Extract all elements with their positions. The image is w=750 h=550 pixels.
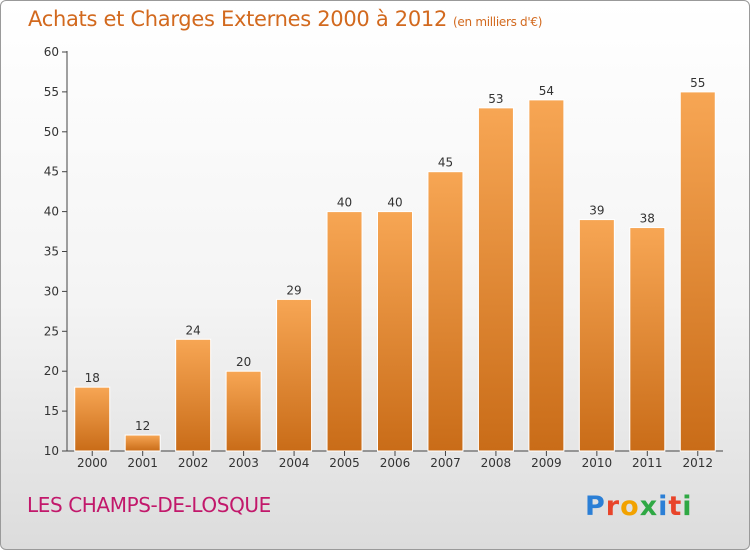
y-tick-label: 35 (44, 245, 59, 259)
proxiti-logo: Proxiti (585, 491, 693, 522)
x-tick-label: 2002 (178, 456, 209, 470)
y-tick-label: 50 (44, 125, 59, 139)
bar-2007 (427, 171, 464, 452)
bar-value-label: 40 (337, 196, 352, 210)
x-tick-label: 2003 (228, 456, 259, 470)
logo-letter: t (668, 491, 683, 522)
bar-value-label: 53 (488, 92, 503, 106)
x-tick-label: 2005 (329, 456, 360, 470)
bar-value-label: 18 (85, 371, 100, 385)
bar-2009 (528, 99, 565, 452)
bar-2000 (74, 386, 111, 452)
logo-letter: P (585, 491, 606, 522)
bar-2002 (175, 338, 212, 452)
bar-value-label: 12 (135, 419, 150, 433)
bar-2012 (679, 91, 716, 452)
logo-letter: i (682, 491, 693, 522)
bar-value-label: 45 (438, 156, 453, 170)
y-tick-label: 55 (44, 85, 59, 99)
y-tick-label: 20 (44, 364, 59, 378)
y-tick-label: 60 (44, 45, 59, 59)
x-tick-label: 2009 (531, 456, 562, 470)
y-tick-label: 10 (44, 444, 59, 458)
location-name: LES CHAMPS-DE-LOSQUE (27, 493, 271, 517)
bar-2004 (276, 298, 313, 452)
bar-value-label: 55 (690, 76, 705, 90)
bar-value-label: 24 (186, 323, 201, 337)
x-tick-label: 2010 (582, 456, 613, 470)
y-tick-label: 30 (44, 284, 59, 298)
logo-letter: o (620, 491, 640, 522)
logo-letter: x (639, 491, 659, 522)
bar-value-label: 29 (286, 283, 301, 297)
logo-letter: i (658, 491, 669, 522)
bar-2001 (124, 434, 161, 452)
bar-value-label: 40 (387, 196, 402, 210)
bar-2008 (477, 107, 514, 452)
y-tick-label: 40 (44, 205, 59, 219)
chart-unit-note: (en milliers d'€) (453, 15, 543, 29)
bar-value-label: 20 (236, 355, 251, 369)
x-tick-label: 2012 (682, 456, 713, 470)
y-tick-label: 15 (44, 404, 59, 418)
bar-value-label: 39 (589, 204, 604, 218)
bar-2011 (629, 227, 666, 452)
y-tick-label: 45 (44, 165, 59, 179)
bar-2010 (578, 219, 615, 452)
x-tick-label: 2006 (380, 456, 411, 470)
x-tick-label: 2004 (279, 456, 310, 470)
bar-2005 (326, 211, 363, 452)
bar-value-label: 38 (640, 212, 655, 226)
chart-title: Achats et Charges Externes 2000 à 2012 (e… (28, 7, 542, 31)
x-tick-label: 2000 (77, 456, 108, 470)
x-tick-label: 2001 (127, 456, 158, 470)
x-tick-label: 2008 (481, 456, 512, 470)
bar-value-label: 54 (539, 84, 554, 98)
x-tick-label: 2007 (430, 456, 461, 470)
x-tick-label: 2011 (632, 456, 663, 470)
bar-2006 (377, 211, 413, 452)
y-tick-label: 25 (44, 324, 59, 338)
chart-title-text: Achats et Charges Externes 2000 à 2012 (28, 7, 448, 31)
bar-2003 (225, 370, 262, 452)
logo-letter: r (605, 491, 621, 522)
